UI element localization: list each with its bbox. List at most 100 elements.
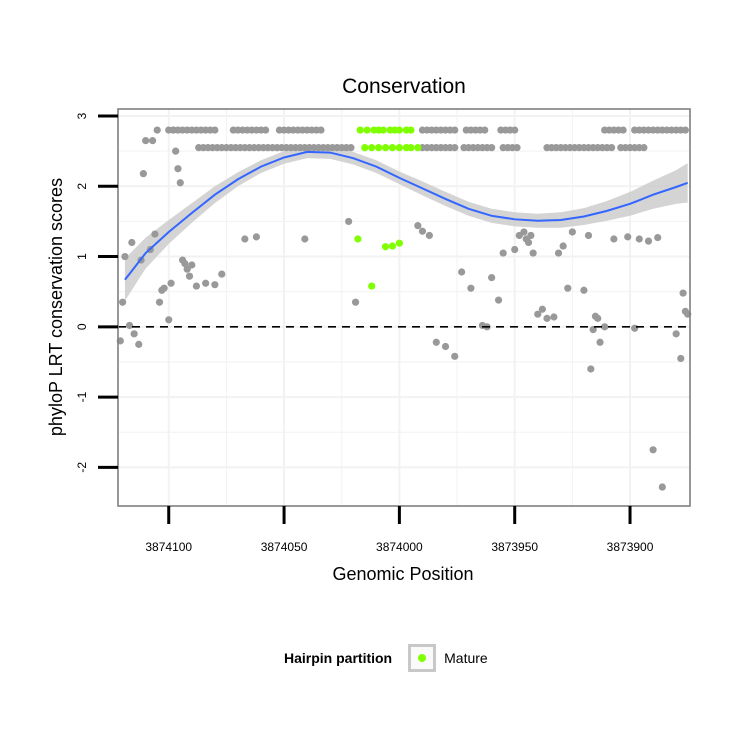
point-other bbox=[568, 228, 576, 236]
point-other bbox=[649, 446, 657, 454]
point-other bbox=[441, 342, 450, 351]
data-points bbox=[116, 126, 692, 491]
point-mature bbox=[375, 144, 383, 152]
point-other bbox=[301, 235, 309, 243]
point-other bbox=[153, 126, 161, 134]
point-mature bbox=[379, 126, 387, 134]
point-mature bbox=[361, 144, 369, 152]
point-other bbox=[538, 305, 546, 313]
point-other bbox=[554, 249, 563, 257]
point-other bbox=[511, 245, 519, 254]
point-mature bbox=[388, 242, 397, 250]
point-other bbox=[631, 324, 639, 332]
point-other bbox=[458, 268, 466, 276]
point-other bbox=[513, 144, 521, 152]
point-other bbox=[414, 222, 422, 230]
y-axis-label: phyloP LRT conservation scores bbox=[46, 178, 66, 436]
point-mature bbox=[356, 126, 364, 134]
point-other bbox=[241, 235, 249, 243]
x-tick-label: 3874050 bbox=[261, 540, 308, 554]
point-other bbox=[148, 137, 157, 145]
point-other bbox=[672, 330, 680, 338]
point-other bbox=[534, 310, 542, 318]
point-mature bbox=[381, 243, 390, 251]
point-other bbox=[211, 126, 219, 134]
point-other bbox=[481, 126, 489, 134]
point-other bbox=[624, 233, 632, 241]
point-other bbox=[119, 298, 127, 306]
point-mature bbox=[414, 144, 422, 152]
point-other bbox=[155, 298, 164, 306]
se-band bbox=[124, 145, 688, 301]
y-tick-label: -1 bbox=[75, 391, 89, 402]
point-other bbox=[174, 165, 182, 173]
point-mature bbox=[407, 144, 415, 152]
point-other bbox=[345, 217, 353, 226]
point-other bbox=[183, 265, 191, 273]
grid-lines bbox=[118, 109, 690, 506]
point-other bbox=[211, 281, 219, 289]
chart-title: Conservation bbox=[342, 75, 466, 98]
x-tick-label: 3874100 bbox=[145, 540, 192, 554]
point-other bbox=[139, 170, 147, 178]
y-tick-label: 2 bbox=[75, 183, 89, 190]
point-other bbox=[172, 147, 180, 155]
point-other bbox=[644, 237, 653, 245]
point-mature bbox=[381, 144, 390, 152]
point-other bbox=[679, 289, 687, 297]
point-other bbox=[125, 321, 134, 330]
point-mature bbox=[363, 126, 371, 134]
legend-label-mature: Mature bbox=[444, 650, 488, 666]
point-other bbox=[601, 323, 609, 331]
legend: Hairpin partition Mature bbox=[284, 641, 488, 675]
point-other bbox=[347, 144, 355, 152]
point-other bbox=[543, 314, 551, 322]
point-other bbox=[262, 126, 270, 134]
x-axis: 3874100 3874050 3874000 3873950 3873900 bbox=[145, 506, 654, 554]
point-other bbox=[128, 238, 136, 247]
point-mature bbox=[388, 144, 397, 152]
y-tick-label: 1 bbox=[75, 253, 89, 260]
point-other bbox=[418, 227, 427, 235]
point-other bbox=[451, 126, 459, 134]
point-other bbox=[619, 126, 627, 134]
x-tick-label: 3873900 bbox=[607, 540, 654, 554]
legend-title: Hairpin partition bbox=[284, 650, 393, 666]
point-other bbox=[151, 230, 159, 238]
point-other bbox=[451, 144, 459, 152]
point-other bbox=[658, 483, 666, 491]
point-other bbox=[654, 233, 662, 242]
point-other bbox=[169, 126, 177, 134]
point-other bbox=[160, 284, 168, 292]
y-axis: -2 -1 0 1 2 3 bbox=[75, 112, 118, 473]
point-other bbox=[587, 365, 595, 373]
point-other bbox=[524, 238, 533, 247]
point-other bbox=[520, 228, 528, 236]
point-other bbox=[252, 233, 260, 241]
point-other bbox=[499, 249, 507, 257]
point-other bbox=[635, 235, 643, 243]
point-other bbox=[165, 316, 173, 324]
point-other bbox=[529, 249, 537, 257]
point-other bbox=[451, 352, 459, 360]
y-tick-label: 3 bbox=[75, 112, 89, 119]
point-mature bbox=[395, 239, 403, 247]
point-other bbox=[135, 340, 143, 348]
point-other bbox=[467, 284, 475, 292]
confidence-band bbox=[124, 145, 688, 301]
point-other bbox=[488, 274, 496, 282]
point-other bbox=[550, 313, 558, 321]
point-mature bbox=[395, 144, 403, 152]
point-other bbox=[351, 298, 360, 306]
plot-panel-border bbox=[117, 108, 691, 507]
point-other bbox=[185, 272, 194, 280]
point-other bbox=[218, 270, 226, 278]
point-other bbox=[167, 279, 175, 287]
point-mature bbox=[368, 144, 376, 152]
smooth-line bbox=[124, 150, 689, 281]
y-tick-label: 0 bbox=[75, 323, 89, 330]
point-other bbox=[494, 296, 503, 304]
point-other bbox=[317, 126, 325, 134]
point-other bbox=[142, 137, 150, 145]
